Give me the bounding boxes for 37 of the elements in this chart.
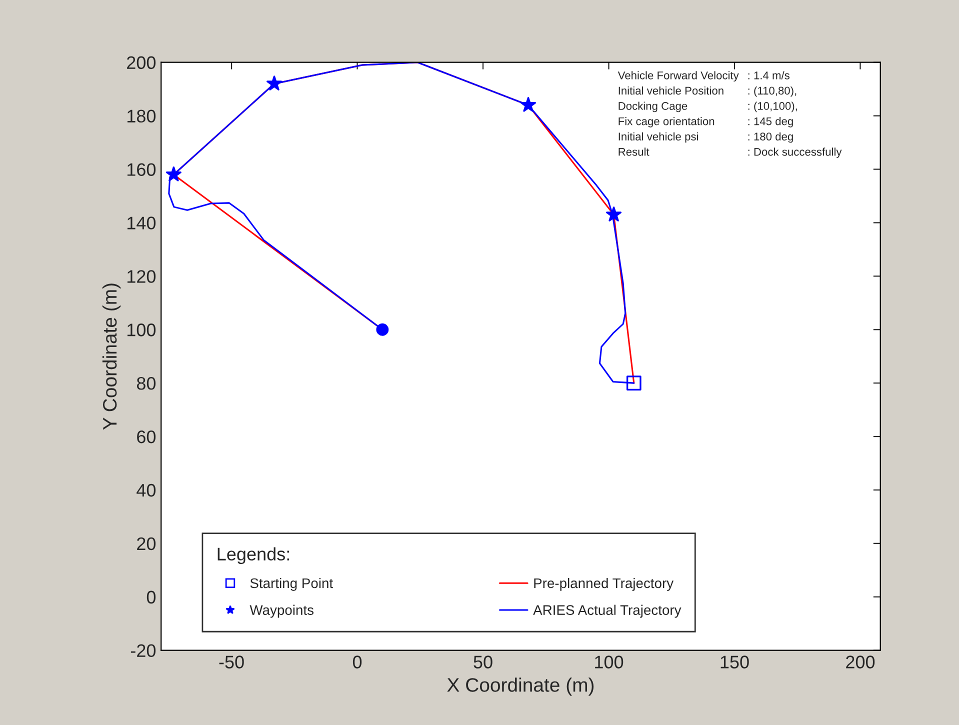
x-tick-label: 0 xyxy=(352,656,362,668)
x-axis-title: X Coordinate (m) xyxy=(447,678,594,696)
point xyxy=(266,76,282,90)
y-tick-label: -20 xyxy=(130,644,156,658)
x-tick-label: 200 xyxy=(846,656,875,668)
legend-label: Pre-planned Trajectory xyxy=(534,578,674,591)
y-tick-label: 200 xyxy=(127,56,156,70)
annotation: Vehicle Forward Velocity : 1.4 m/s xyxy=(618,71,790,82)
point xyxy=(376,323,389,336)
y-tick-label: 160 xyxy=(128,163,156,176)
legend-label: Starting Point xyxy=(250,578,333,591)
legend-label: Waypoints xyxy=(250,604,314,618)
text: Docking Cage : (10,100), xyxy=(618,102,797,112)
y-tick-label: 60 xyxy=(137,430,156,444)
text: Fix cage orientation : 145 deg xyxy=(618,117,793,128)
point xyxy=(606,206,622,222)
point xyxy=(520,96,536,112)
point xyxy=(626,376,642,390)
x-tick-label: 100 xyxy=(595,656,624,668)
y-tick-label: 100 xyxy=(128,324,156,336)
y-tick-label: 180 xyxy=(128,110,156,123)
text: Result : Dock successfully xyxy=(618,148,842,158)
y-tick-label: 0 xyxy=(146,590,156,604)
legend-label: ARIES Actual Trajectory xyxy=(533,604,682,618)
y-axis-title: Y Coordinate (m) xyxy=(102,284,121,430)
y-tick-label: 40 xyxy=(136,484,156,497)
x-tick-label: -50 xyxy=(219,656,244,668)
y-tick-label: 120 xyxy=(128,270,156,283)
y-tick-label: 20 xyxy=(137,537,156,550)
x-tick-label: 150 xyxy=(720,656,749,668)
text: Initial vehicle psi : 180 deg xyxy=(618,132,793,143)
legend-title: Legends: xyxy=(218,547,289,564)
text: Initial vehicle Position : (110,80), xyxy=(618,86,796,97)
y-tick-label: 140 xyxy=(128,216,156,230)
point xyxy=(166,166,182,182)
y-tick-label: 80 xyxy=(136,377,156,390)
x-tick-label: 50 xyxy=(474,656,492,668)
